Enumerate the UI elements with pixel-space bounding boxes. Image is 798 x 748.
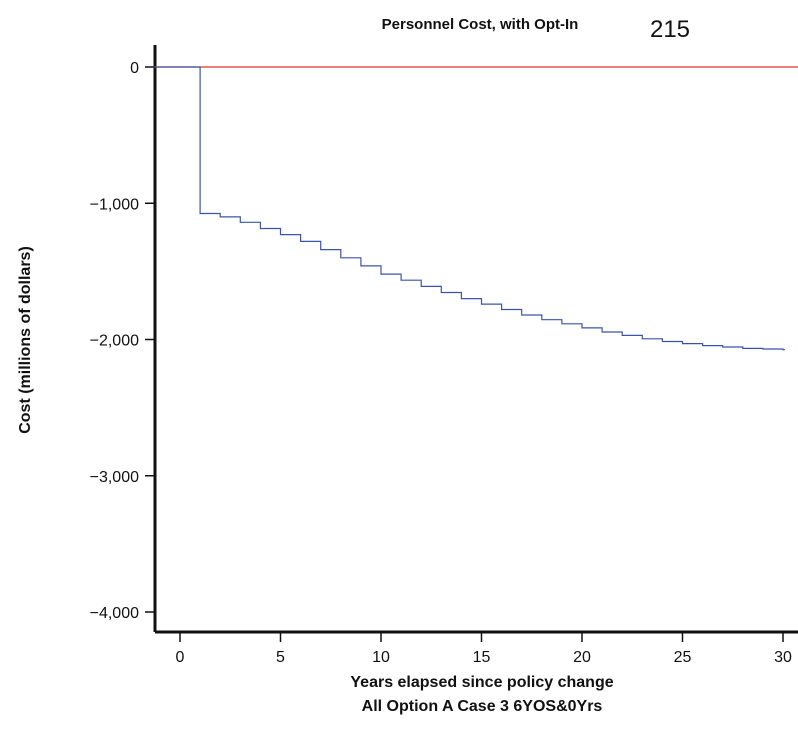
y-tick-label: −4,000 [90, 605, 139, 622]
x-tick-label: 0 [176, 649, 185, 666]
x-axis-title: Years elapsed since policy change [350, 674, 613, 691]
x-tick-label: 15 [473, 649, 491, 666]
y-tick-label: −1,000 [90, 196, 139, 213]
y-axis-ticks: 0 −1,000 −2,000 −3,000 −4,000 [90, 60, 155, 622]
x-tick-label: 20 [573, 649, 591, 666]
series-layer [153, 66, 785, 351]
x-axis-subtitle: All Option A Case 3 6YOS&0Yrs [362, 698, 603, 715]
y-tick-label: −3,000 [90, 469, 139, 486]
y-axis-title: Cost (millions of dollars) [17, 246, 34, 434]
x-tick-label: 10 [372, 649, 390, 666]
x-tick-label: 5 [276, 649, 285, 666]
cost-series-line [153, 66, 785, 351]
page-number: 215 [650, 16, 690, 43]
chart-title: Personnel Cost, with Opt-In [382, 16, 579, 33]
y-tick-label: −2,000 [90, 333, 139, 350]
x-axis-ticks: 0 5 10 15 20 25 30 [176, 632, 792, 666]
x-tick-label: 25 [674, 649, 692, 666]
y-tick-label: 0 [130, 60, 139, 77]
x-tick-label: 30 [774, 649, 792, 666]
